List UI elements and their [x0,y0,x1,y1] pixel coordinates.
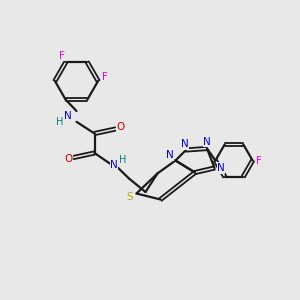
Text: F: F [256,155,262,166]
Text: N: N [110,160,118,170]
Text: S: S [127,192,133,202]
Text: F: F [102,72,108,82]
Text: N: N [166,150,173,160]
Text: H: H [119,154,127,165]
Text: O: O [117,122,125,133]
Text: N: N [203,137,211,147]
Text: O: O [64,154,72,164]
Text: F: F [59,51,65,61]
Text: N: N [217,163,225,173]
Text: N: N [64,111,72,122]
Text: N: N [181,139,188,149]
Text: H: H [56,117,64,127]
